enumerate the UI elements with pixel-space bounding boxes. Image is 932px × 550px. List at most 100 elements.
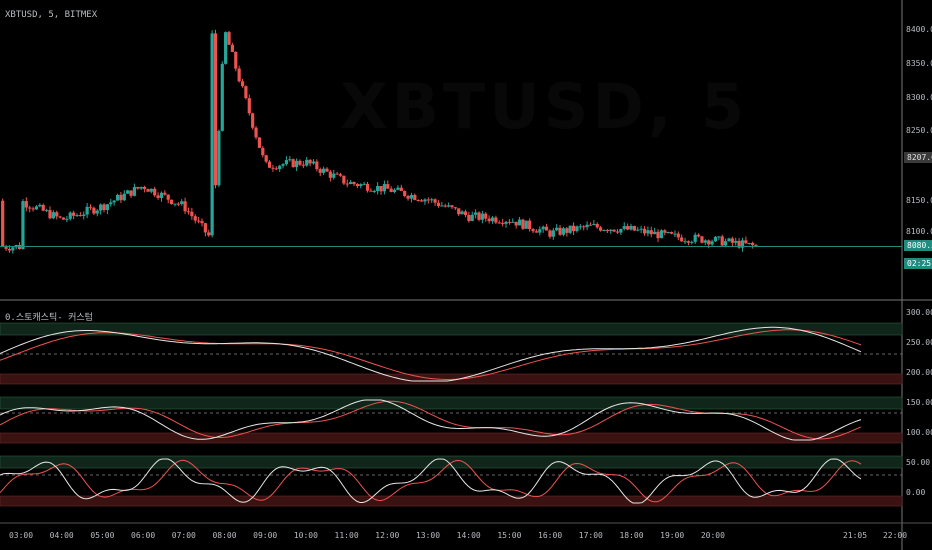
candle-body [494, 217, 498, 223]
candle-body [342, 175, 346, 184]
candle-body [653, 231, 657, 235]
candle-body [676, 233, 680, 238]
stoch-slow-line [0, 329, 862, 380]
candle-body [443, 205, 447, 207]
indicator-tick: 50.00 [906, 458, 931, 467]
candle-body [139, 186, 143, 189]
candle-body [511, 221, 515, 223]
candle-body [1, 200, 5, 247]
candle-body [575, 226, 579, 232]
candle-body [352, 182, 356, 185]
overbought-zone [0, 455, 903, 469]
candle-body [122, 193, 126, 201]
candle-body [45, 210, 49, 212]
time-tick: 20:00 [700, 531, 725, 540]
candle-body [88, 206, 93, 208]
candle-body [224, 32, 228, 64]
candle-body [453, 207, 457, 209]
candle-body [615, 231, 620, 233]
candle-body [291, 159, 295, 168]
candle-body [470, 214, 474, 221]
candle-body [727, 238, 731, 242]
candle-body [298, 160, 302, 165]
candle-body [369, 190, 373, 192]
candle-body [257, 137, 262, 148]
candle-body [484, 213, 488, 219]
candle-body [686, 241, 691, 243]
time-tick: 21:05 [842, 531, 868, 540]
candle-body [335, 173, 339, 175]
candle-body [372, 190, 376, 192]
candle-body [109, 202, 113, 205]
candle-body [632, 225, 636, 231]
candle-body [538, 229, 542, 233]
candle-body [207, 232, 211, 236]
candle-body [612, 229, 616, 232]
candle-body [72, 212, 76, 216]
candle-body [693, 234, 697, 242]
candle-body [55, 212, 59, 217]
time-tick: 10:00 [293, 531, 318, 540]
candle-body [355, 184, 359, 187]
candle-body [311, 161, 316, 164]
candle-body [244, 86, 248, 99]
candle-body [234, 51, 238, 69]
candle-body [599, 227, 603, 231]
candle-body [278, 165, 282, 170]
candle-body [517, 219, 522, 226]
candle-body [592, 224, 596, 226]
candle-body [315, 161, 319, 170]
candle-body [288, 159, 292, 161]
time-tick: 07:00 [171, 531, 196, 540]
time-tick: 18:00 [619, 531, 644, 540]
candle-body [514, 221, 518, 226]
candle-body [605, 230, 609, 232]
candle-body [403, 191, 407, 196]
candle-body [433, 199, 437, 203]
candle-body [308, 159, 312, 164]
time-tick: 05:00 [90, 531, 115, 540]
candle-body [301, 164, 305, 166]
candle-body [561, 228, 566, 235]
indicator-title[interactable]: 0.스토캐스틱- 커스텀 [5, 313, 93, 323]
candle-body [338, 174, 343, 176]
stoch-fast-line [0, 458, 862, 504]
candle-body [703, 240, 707, 243]
time-tick: 08:00 [212, 531, 237, 540]
price-tick: 8350.0 [906, 59, 932, 68]
candle-body [646, 230, 650, 234]
candle-body [680, 237, 684, 242]
candle-body [332, 173, 336, 178]
candle-body [399, 187, 403, 192]
candle-body [740, 240, 745, 248]
candle-body [524, 220, 528, 229]
candle-body [609, 229, 613, 232]
candle-body [146, 189, 150, 192]
candle-body [112, 200, 116, 203]
stoch-fast-line [0, 326, 862, 382]
price-tick: 8150.0 [906, 196, 932, 205]
candle-body [261, 147, 265, 156]
candle-body [619, 228, 623, 233]
candle-body [730, 238, 734, 243]
candle-body [690, 241, 694, 243]
candle-body [751, 242, 755, 246]
candle-body [588, 224, 593, 226]
candle-body [58, 216, 62, 218]
candle-body [392, 189, 397, 193]
candle-body [132, 187, 137, 196]
candle-body [61, 217, 66, 220]
candle-body [413, 194, 417, 201]
symbol-label[interactable]: XBTUSD, 5, BITMEX [5, 10, 98, 20]
candle-body [406, 195, 410, 199]
candle-body [102, 204, 106, 211]
candle-body [305, 159, 309, 166]
time-tick: 04:00 [49, 531, 74, 540]
candle-body [673, 233, 677, 235]
time-tick: 14:00 [456, 531, 481, 540]
candle-body [642, 228, 647, 234]
candle-body [565, 228, 569, 233]
candle-body [281, 164, 285, 166]
candle-body [534, 231, 539, 233]
